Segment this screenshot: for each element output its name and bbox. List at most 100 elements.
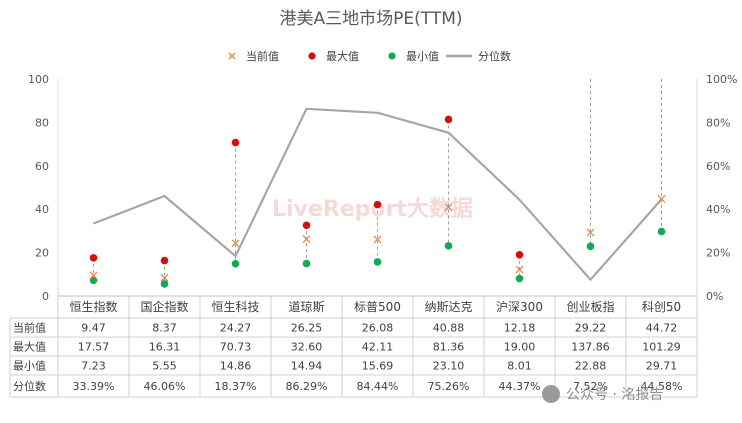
max-point bbox=[302, 221, 311, 230]
watermark: LiveReport大数据 bbox=[272, 196, 473, 222]
max-point bbox=[515, 250, 524, 259]
legend-current-marker bbox=[228, 52, 236, 60]
table-row-label: 最大值 bbox=[13, 340, 46, 354]
min-point bbox=[231, 259, 240, 268]
table-cell: 19.00 bbox=[504, 341, 536, 354]
min-point bbox=[89, 276, 98, 285]
source-badge: 公众号 · 洺报告 bbox=[542, 385, 663, 403]
legend-label: 最大值 bbox=[326, 49, 359, 63]
table-cell: 40.88 bbox=[433, 322, 465, 335]
table-cell: 14.94 bbox=[291, 360, 323, 373]
table-cell: 84.44% bbox=[357, 380, 399, 393]
table-cell: 42.11 bbox=[362, 341, 394, 354]
max-point bbox=[160, 256, 169, 265]
table-cell: 17.57 bbox=[78, 341, 110, 354]
table-cell: 8.37 bbox=[152, 322, 177, 335]
wechat-icon bbox=[542, 385, 560, 403]
table-cell: 29.22 bbox=[575, 322, 607, 335]
x-category-label: 创业板指 bbox=[566, 299, 614, 314]
data-table: 恒生指数 国企指数 恒生科技 道琼斯 标普500 纳斯达克 沪深300 创业板指 科创50 当前值… bbox=[9, 295, 698, 398]
max-point bbox=[373, 200, 382, 209]
axes: 0 20 40 60 80 100 0% 20% 40% 60% 80% 100% bbox=[28, 73, 737, 303]
table-cell: 23.10 bbox=[433, 360, 465, 373]
min-point bbox=[657, 227, 666, 236]
y-tick-left: 80 bbox=[35, 116, 49, 129]
min-point bbox=[444, 242, 453, 250]
chart-title: 港美A三地市场PE(TTM) bbox=[279, 9, 462, 29]
max-point bbox=[89, 254, 98, 262]
legend-label: 当前值 bbox=[246, 49, 279, 63]
table-cell: 44.37% bbox=[499, 380, 541, 393]
table-cell: 26.25 bbox=[291, 322, 323, 335]
source-badge-text: 公众号 · 洺报告 bbox=[566, 387, 663, 403]
y-tick-left: 100 bbox=[28, 73, 49, 86]
legend: 当前值 最大值 最小值 分位数 bbox=[228, 49, 511, 63]
legend-min-marker bbox=[388, 52, 396, 60]
table-cell: 81.36 bbox=[433, 341, 465, 354]
legend-label: 分位数 bbox=[478, 49, 511, 63]
current-point bbox=[160, 273, 169, 282]
table-cell: 9.47 bbox=[81, 322, 106, 335]
current-point bbox=[657, 194, 666, 203]
table-cell: 86.29% bbox=[286, 380, 328, 393]
table-cell: 44.72 bbox=[646, 322, 678, 335]
max-point bbox=[231, 138, 240, 147]
y-tick-right: 80% bbox=[706, 116, 730, 129]
table-cell: 12.18 bbox=[504, 322, 536, 335]
min-point bbox=[515, 274, 524, 283]
x-category-label: 恒生指数 bbox=[69, 299, 117, 314]
table-cell: 101.29 bbox=[642, 341, 681, 354]
current-point bbox=[515, 265, 524, 274]
x-category-label: 标普500 bbox=[354, 300, 401, 314]
table-row-label: 分位数 bbox=[13, 379, 46, 393]
table-cell: 24.27 bbox=[220, 322, 252, 335]
min-point bbox=[160, 280, 169, 288]
table-cell: 44.58% bbox=[641, 380, 683, 393]
y-tick-right: 0% bbox=[706, 290, 723, 303]
x-category-label: 道琼斯 bbox=[288, 299, 324, 314]
max-point bbox=[444, 115, 453, 124]
y-tick-left: 40 bbox=[35, 203, 49, 216]
table-cell: 137.86 bbox=[571, 341, 610, 354]
y-tick-right: 100% bbox=[706, 73, 737, 86]
table-cell: 7.52% bbox=[573, 380, 608, 393]
table-cell: 15.69 bbox=[362, 360, 394, 373]
x-category-label: 纳斯达克 bbox=[424, 300, 472, 314]
table-cell: 46.06% bbox=[144, 380, 186, 393]
legend-label: 最小值 bbox=[406, 50, 439, 63]
current-point bbox=[231, 239, 240, 248]
min-point bbox=[302, 259, 311, 268]
table-cell: 5.55 bbox=[152, 360, 177, 373]
table-row-label: 最小值 bbox=[13, 360, 46, 373]
plot-area bbox=[89, 79, 666, 288]
x-category-label: 恒生科技 bbox=[211, 300, 259, 314]
y-tick-left: 20 bbox=[35, 247, 49, 260]
table-cell: 8.01 bbox=[507, 360, 532, 373]
x-category-label: 科创50 bbox=[642, 300, 681, 314]
table-cell: 75.26% bbox=[428, 380, 470, 393]
table-cell: 33.39% bbox=[73, 380, 115, 393]
legend-max-marker bbox=[308, 52, 316, 60]
table-cell: 16.31 bbox=[149, 341, 181, 354]
table-cell: 70.73 bbox=[220, 341, 252, 354]
current-point bbox=[444, 203, 453, 212]
y-tick-left: 0 bbox=[42, 290, 49, 303]
table-cell: 29.71 bbox=[646, 360, 678, 373]
current-point bbox=[89, 271, 98, 280]
table-cell: 7.23 bbox=[81, 360, 106, 373]
table-cell: 14.86 bbox=[220, 360, 252, 373]
watermark-text: LiveReport大数据 bbox=[272, 196, 473, 222]
x-category-label: 国企指数 bbox=[140, 299, 188, 314]
table-cell: 22.88 bbox=[575, 360, 607, 373]
y-tick-right: 40% bbox=[706, 203, 730, 216]
y-tick-right: 20% bbox=[706, 247, 730, 260]
current-point bbox=[373, 235, 382, 244]
min-point bbox=[586, 242, 595, 251]
y-tick-right: 60% bbox=[706, 160, 730, 173]
min-point bbox=[373, 258, 382, 266]
current-point bbox=[302, 235, 311, 243]
current-point bbox=[586, 228, 595, 237]
y-tick-left: 60 bbox=[35, 160, 49, 173]
table-cell: 32.60 bbox=[291, 341, 323, 354]
